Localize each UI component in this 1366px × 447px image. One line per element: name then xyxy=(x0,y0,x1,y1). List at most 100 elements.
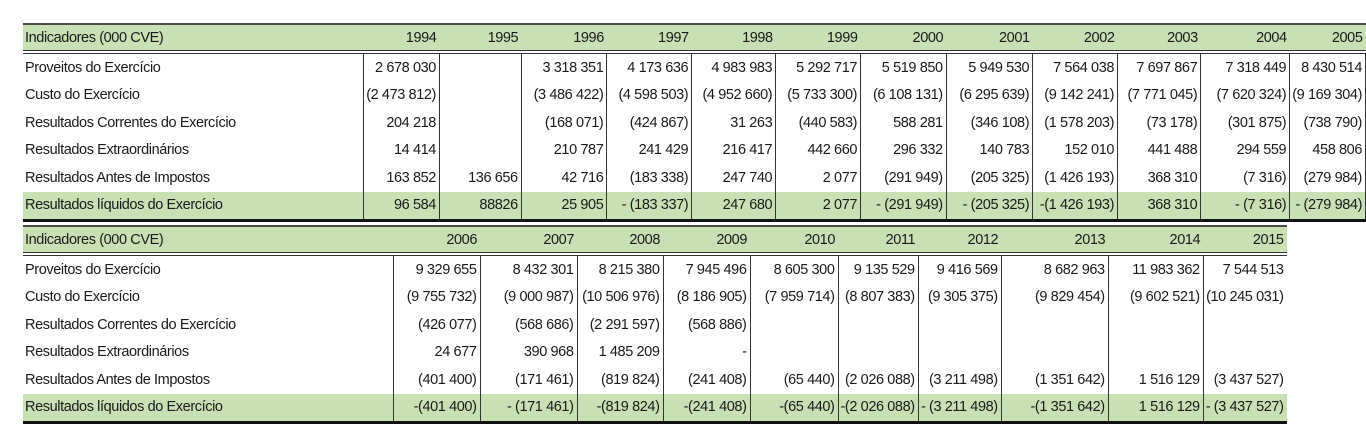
value-cell: 441 488 xyxy=(1117,136,1201,164)
value-cell: -(1 351 642) xyxy=(1000,393,1109,423)
value-cell: 9 329 655 xyxy=(392,254,480,284)
value-cell: 7 564 038 xyxy=(1032,52,1118,82)
value-cell: - (171 461) xyxy=(479,393,577,423)
value-cell: (168 071) xyxy=(520,109,607,137)
value-cell: 204 218 xyxy=(363,109,440,137)
table-row: Proveitos do Exercício 9 329 655 8 432 301… xyxy=(23,254,1287,284)
value-cell: (301 875) xyxy=(1200,109,1290,137)
value-cell: 390 968 xyxy=(479,338,577,366)
value-cell: 25 905 xyxy=(520,191,607,221)
value-cell xyxy=(438,52,522,82)
value-cell: - (7 316) xyxy=(1200,191,1290,221)
year-header: 1995 xyxy=(439,24,522,54)
value-cell: 9 416 569 xyxy=(917,254,1002,284)
year-header: 2013 xyxy=(1001,226,1109,256)
value-cell: (73 178) xyxy=(1117,109,1201,137)
row-label: Resultados Extraordinários xyxy=(25,142,189,159)
value-cell: (568 686) xyxy=(479,311,577,339)
year-header: 1996 xyxy=(521,24,607,54)
value-cell: (2 026 088) xyxy=(837,366,919,394)
year-header: 2011 xyxy=(838,226,919,256)
year-header: 2005 xyxy=(1289,24,1366,54)
year-header: 2002 xyxy=(1032,24,1118,54)
value-cell: (1 578 203) xyxy=(1032,109,1118,137)
year-header: 2007 xyxy=(480,226,577,256)
value-cell: 8 682 963 xyxy=(1000,254,1109,284)
table-row: Resultados Correntes do Exercício (426 07… xyxy=(23,311,1287,339)
value-cell: - (291 949) xyxy=(860,191,947,221)
row-label: Resultados Correntes do Exercício xyxy=(25,316,236,333)
row-label: Resultados Extraordinários xyxy=(25,344,189,361)
value-cell: (3 211 498) xyxy=(917,366,1002,394)
value-cell: (3 486 422) xyxy=(520,81,607,109)
value-cell: 7 945 496 xyxy=(662,254,750,284)
value-cell: 2 077 xyxy=(775,164,861,192)
year-header: 2010 xyxy=(750,226,838,256)
value-cell: (183 338) xyxy=(606,164,692,192)
value-cell: - (279 984) xyxy=(1289,191,1366,221)
table-row: Resultados Antes de Impostos 163 852 136 6… xyxy=(23,164,1366,192)
value-cell: - (205 325) xyxy=(945,191,1033,221)
value-cell: (7 620 324) xyxy=(1200,81,1290,109)
value-cell: - (183 337) xyxy=(606,191,692,221)
value-cell: -(401 400) xyxy=(392,393,480,423)
value-cell: (7 959 714) xyxy=(749,283,838,311)
total-row: Resultados líquidos do Exercício 96 584 88… xyxy=(23,191,1366,221)
indicators-header: Indicadores (000 CVE) xyxy=(23,226,393,256)
table-row: Custo do Exercício (9 755 732) (9 000 987)… xyxy=(23,283,1287,311)
value-cell: (1 351 642) xyxy=(1000,366,1109,394)
value-cell xyxy=(1000,311,1109,339)
value-cell xyxy=(1107,311,1204,339)
row-label: Proveitos do Exercício xyxy=(25,59,161,76)
value-cell: -(1 426 193) xyxy=(1032,191,1118,221)
value-cell: (65 440) xyxy=(749,366,838,394)
value-cell: 210 787 xyxy=(520,136,607,164)
value-cell: - (3 211 498) xyxy=(917,393,1002,423)
indicators-table-2006-2015: Indicadores (000 CVE) 2006 2007 2008 2009 201… xyxy=(23,225,1287,424)
value-cell: 458 806 xyxy=(1289,136,1366,164)
table-row: Resultados Antes de Impostos (401 400) (17… xyxy=(23,366,1287,394)
value-cell: (346 108) xyxy=(945,109,1033,137)
value-cell: 294 559 xyxy=(1200,136,1290,164)
value-cell: -(819 824) xyxy=(576,393,663,423)
value-cell: 296 332 xyxy=(860,136,947,164)
value-cell: 7 697 867 xyxy=(1117,52,1201,82)
value-cell: (7 771 045) xyxy=(1117,81,1201,109)
value-cell: -(2 026 088) xyxy=(837,393,919,423)
value-cell: (279 984) xyxy=(1289,164,1366,192)
value-cell: (171 461) xyxy=(479,366,577,394)
value-cell xyxy=(1202,338,1287,366)
value-cell xyxy=(1107,338,1204,366)
row-label: Resultados Antes de Impostos xyxy=(25,169,210,186)
row-label: Resultados Correntes do Exercício xyxy=(25,114,236,131)
year-header: 1997 xyxy=(606,24,692,54)
row-label: Resultados líquidos do Exercício xyxy=(25,399,223,416)
value-cell: 5 949 530 xyxy=(945,52,1033,82)
value-cell: (1 426 193) xyxy=(1032,164,1118,192)
value-cell: -(241 408) xyxy=(662,393,750,423)
value-cell: 247 740 xyxy=(691,164,776,192)
year-header: 1998 xyxy=(691,24,776,54)
year-header: 2006 xyxy=(393,226,480,256)
total-row: Resultados líquidos do Exercício -(401 40… xyxy=(23,393,1287,423)
row-label: Proveitos do Exercício xyxy=(25,261,161,278)
row-label: Custo do Exercício xyxy=(25,289,140,306)
value-cell: (2 291 597) xyxy=(576,311,663,339)
value-cell: 2 077 xyxy=(775,191,861,221)
value-cell: (6 108 131) xyxy=(860,81,947,109)
value-cell: 8 215 380 xyxy=(576,254,663,284)
value-cell: (241 408) xyxy=(662,366,750,394)
header-row: Indicadores (000 CVE) 1994 1995 1996 1997 199… xyxy=(23,24,1366,54)
value-cell: 1 516 129 xyxy=(1107,393,1204,423)
value-cell: 140 783 xyxy=(945,136,1033,164)
row-label: Custo do Exercício xyxy=(25,87,140,104)
value-cell: 216 417 xyxy=(691,136,776,164)
year-header: 2000 xyxy=(860,24,947,54)
value-cell xyxy=(749,338,838,366)
value-cell: (5 733 300) xyxy=(775,81,861,109)
value-cell: (424 867) xyxy=(606,109,692,137)
value-cell: - (3 437 527) xyxy=(1202,393,1287,423)
year-header: 2008 xyxy=(577,226,663,256)
value-cell: 96 584 xyxy=(363,191,440,221)
year-header: 2015 xyxy=(1203,226,1287,256)
